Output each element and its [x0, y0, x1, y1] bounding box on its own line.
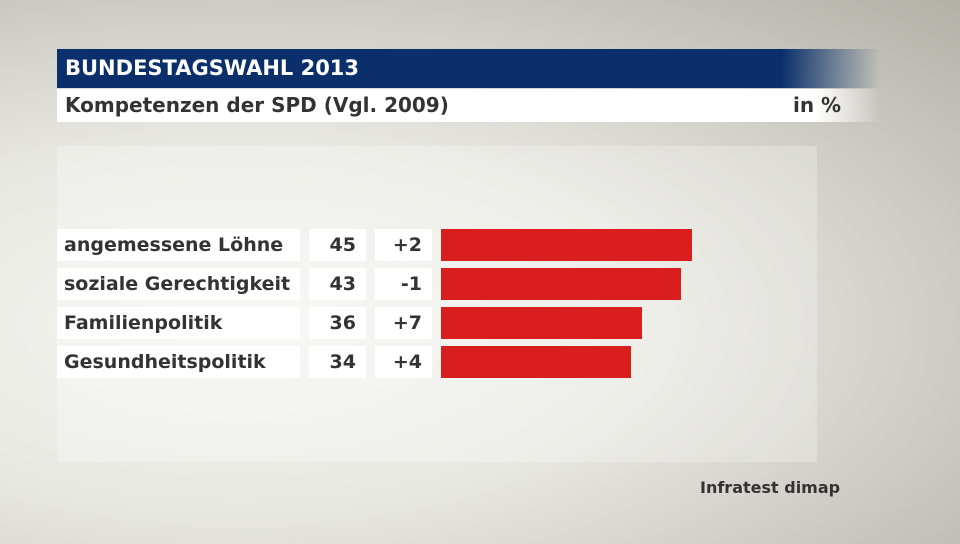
category-label: Gesundheitspolitik: [57, 346, 300, 378]
change-label: +4: [375, 346, 432, 378]
bar: [441, 229, 693, 261]
source-label: Infratest dimap: [700, 478, 841, 497]
header-bar: BUNDESTAGSWAHL 2013: [57, 49, 880, 88]
chart-panel: [57, 146, 817, 462]
bar: [441, 346, 631, 378]
value-label: 36: [309, 307, 366, 339]
change-label: -1: [375, 268, 432, 300]
header-title: BUNDESTAGSWAHL 2013: [65, 56, 360, 80]
category-label: soziale Gerechtigkeit: [57, 268, 300, 300]
change-label: +7: [375, 307, 432, 339]
bar: [441, 268, 681, 300]
value-label: 43: [309, 268, 366, 300]
value-label: 45: [309, 229, 366, 261]
category-label: angemessene Löhne: [57, 229, 300, 261]
value-label: 34: [309, 346, 366, 378]
unit-label: in %: [793, 93, 842, 117]
change-label: +2: [375, 229, 432, 261]
chart-title: Kompetenzen der SPD (Vgl. 2009): [65, 93, 449, 117]
bar: [441, 307, 642, 339]
subtitle-bar: Kompetenzen der SPD (Vgl. 2009) in %: [57, 89, 880, 122]
category-label: Familienpolitik: [57, 307, 300, 339]
